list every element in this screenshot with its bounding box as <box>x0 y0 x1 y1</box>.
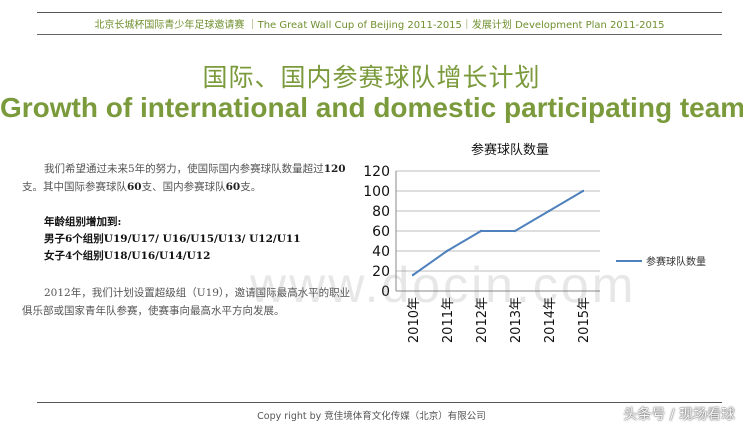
total-teams-number: 120 <box>323 163 346 175</box>
data-point <box>411 273 415 277</box>
x-tick-label: 2012年 <box>475 297 490 343</box>
y-tick-label: 0 <box>381 284 390 300</box>
y-tick-label: 20 <box>372 264 390 280</box>
data-point <box>513 229 517 233</box>
x-tick-label: 2010年 <box>407 297 422 343</box>
x-tick-label: 2011年 <box>441 297 456 343</box>
age-groups-title: 年龄组别增加到: <box>44 216 122 228</box>
series-line <box>412 190 584 276</box>
watermark: www.docin.com <box>250 257 637 313</box>
y-tick-label: 80 <box>372 204 390 220</box>
data-point <box>581 189 585 193</box>
header-text: 北京长城杯国际青少年足球邀请赛 ｜The Great Wall Cup of B… <box>94 20 665 31</box>
y-tick-label: 40 <box>372 244 390 260</box>
header-rule <box>37 34 722 35</box>
y-tick-label: 60 <box>372 224 390 240</box>
x-tick-label: 2015年 <box>577 297 592 343</box>
y-tick-label: 100 <box>363 184 390 200</box>
page-title-cn: 国际、国内参赛球队增长计划 <box>202 63 541 92</box>
domestic-teams-number: 60 <box>225 181 241 193</box>
plan-2012-text: 2012年，我们计划设置超级组（U19），邀请国际最高水平的职业俱乐部或国家青年… <box>22 287 351 317</box>
corner-watermark: 头条号 / 现场看球 <box>623 407 735 423</box>
data-point <box>547 209 551 213</box>
intro-paragraph: 我们希望通过未来5年的努力，使国际国内参赛球队数量超过120 支。其中国际参赛球队… <box>22 160 360 196</box>
plan-2012-paragraph: 2012年，我们计划设置超级组（U19），邀请国际最高水平的职业俱乐部或国家青年… <box>22 284 360 320</box>
intro-text-c: 支、国内参赛球队 <box>141 181 226 193</box>
age-groups-block: 年龄组别增加到: 男子6个组别U19/U17/ U16/U15/U13/ U12… <box>44 214 364 265</box>
data-point <box>445 249 449 253</box>
intro-text-d: 支。 <box>240 181 262 193</box>
age-groups-male: 男子6个组别U19/U17/ U16/U15/U13/ U12/U11 <box>44 233 301 245</box>
international-teams-number: 60 <box>127 181 142 193</box>
legend-label: 参赛球队数量 <box>646 255 706 268</box>
x-tick-label: 2014年 <box>543 297 558 343</box>
intro-text-a: 我们希望通过未来5年的努力，使国际国内参赛球队数量超过 <box>44 163 324 175</box>
page-title-en: Growth of international and domestic par… <box>0 92 743 123</box>
chart-title: 参赛球队数量 <box>470 143 549 158</box>
footer-copyright: Copy right by 竞佳境体育文化传媒（北京）有限公司 <box>257 411 486 422</box>
age-groups-female: 女子4个组别U18/U16/U14/U12 <box>44 250 211 262</box>
x-tick-label: 2013年 <box>509 297 524 343</box>
y-tick-label: 120 <box>363 164 390 180</box>
data-point <box>479 229 483 233</box>
line-chart: 0 20 40 60 80 100 120 2010年 2011年 2012年 2013年 2014年… <box>363 164 706 343</box>
intro-text-b: 支。其中国际参赛球队 <box>22 181 127 193</box>
top-rule <box>37 12 722 13</box>
bottom-rule <box>37 402 722 403</box>
